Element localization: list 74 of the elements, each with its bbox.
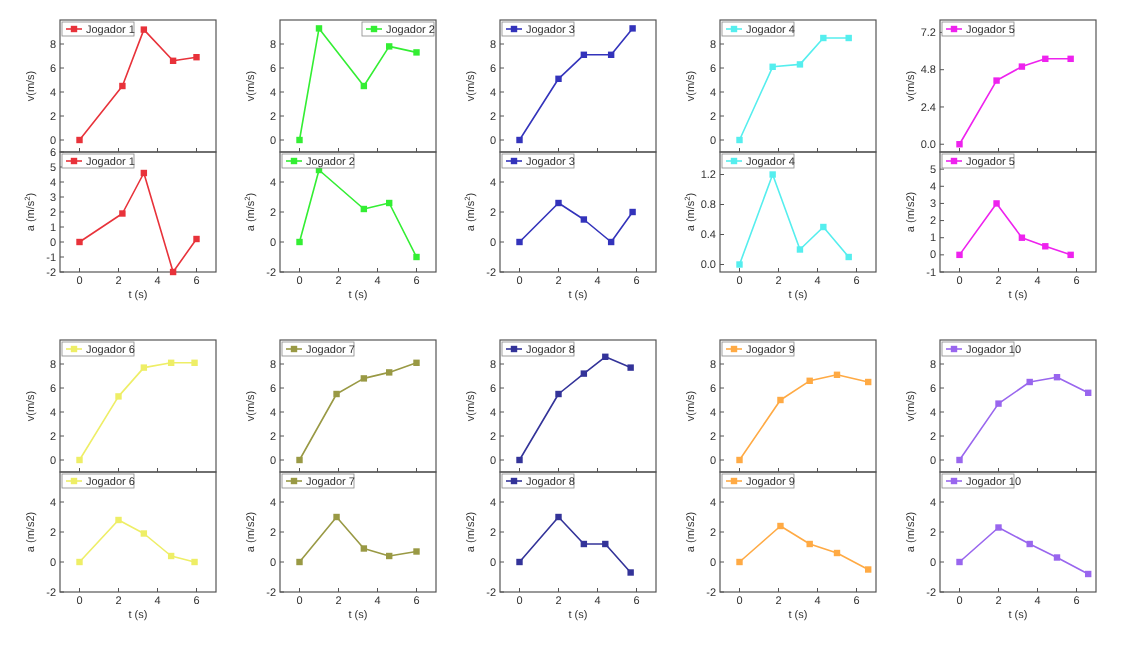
point — [796, 246, 804, 253]
point — [413, 253, 420, 261]
point — [777, 396, 784, 404]
point — [777, 522, 784, 530]
point — [413, 548, 420, 555]
point — [1067, 55, 1074, 63]
point — [602, 540, 609, 548]
point — [995, 524, 1002, 531]
point — [993, 77, 1000, 84]
point — [413, 49, 420, 56]
point — [602, 353, 609, 360]
point — [360, 545, 368, 552]
point — [1067, 251, 1074, 259]
point — [191, 359, 198, 366]
point — [736, 261, 743, 268]
point — [956, 456, 963, 464]
point — [993, 200, 1000, 207]
point — [296, 238, 303, 246]
point — [76, 238, 83, 246]
point — [555, 75, 562, 82]
point — [627, 364, 634, 371]
point — [736, 136, 743, 144]
point — [119, 82, 126, 90]
point — [629, 25, 636, 32]
point — [796, 61, 804, 68]
point — [820, 34, 827, 42]
point — [360, 375, 368, 382]
point — [1053, 554, 1061, 561]
point — [115, 516, 122, 524]
point — [296, 558, 303, 566]
point — [956, 558, 963, 566]
point — [119, 210, 126, 217]
point — [1018, 63, 1026, 70]
point — [555, 199, 562, 207]
point — [115, 393, 122, 400]
point — [555, 390, 562, 398]
point — [386, 43, 393, 50]
point — [629, 208, 636, 216]
point — [736, 558, 743, 566]
point — [516, 558, 523, 566]
point — [193, 54, 200, 61]
point — [956, 251, 963, 259]
point — [736, 456, 743, 464]
point — [580, 370, 588, 377]
point — [769, 171, 776, 178]
point — [995, 400, 1002, 407]
point — [413, 359, 420, 366]
point — [76, 558, 83, 566]
point — [140, 530, 148, 537]
point — [315, 25, 323, 32]
line-series — [516, 199, 636, 246]
point — [296, 136, 303, 144]
point — [956, 141, 963, 148]
point — [140, 364, 148, 371]
point — [333, 390, 340, 398]
point — [76, 456, 83, 464]
point — [191, 558, 198, 566]
point — [516, 456, 523, 464]
point — [555, 513, 562, 521]
point — [386, 369, 393, 376]
point — [865, 566, 872, 573]
point — [1042, 55, 1049, 63]
point — [140, 26, 148, 33]
point — [820, 223, 827, 231]
point — [769, 63, 776, 70]
point — [296, 456, 303, 464]
point — [333, 513, 340, 521]
point — [76, 136, 83, 144]
point — [516, 238, 523, 246]
point — [516, 136, 523, 144]
point — [580, 216, 588, 223]
point — [193, 235, 200, 243]
point — [627, 569, 634, 576]
point — [1042, 243, 1049, 250]
